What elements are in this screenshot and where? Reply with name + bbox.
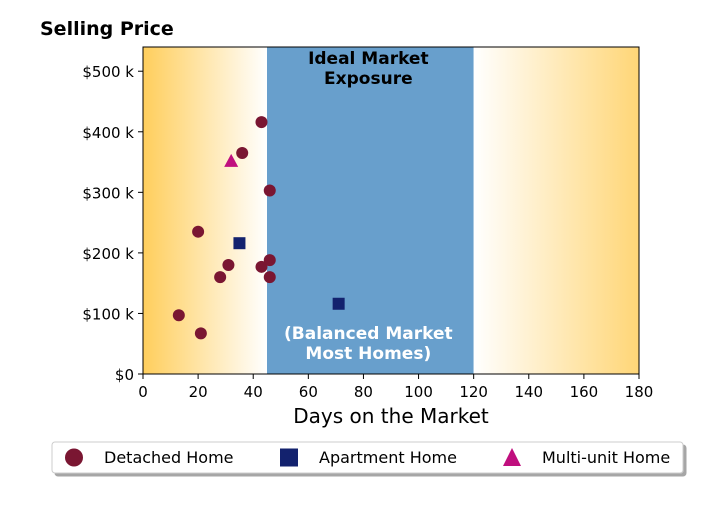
chart-title: Selling Price [40, 18, 174, 40]
band-top-label-line: Ideal Market [308, 49, 429, 69]
x-tick-label: 20 [189, 383, 208, 401]
plot-frame [142, 46, 640, 375]
y-tick-label: $500 k [82, 63, 134, 81]
x-tick-label: 160 [570, 383, 599, 401]
legend: Detached Home Apartment Home Multi-unit … [51, 441, 684, 474]
x-tick-label: 180 [625, 383, 654, 401]
x-axis-label: Days on the Market [293, 404, 489, 428]
legend-marker-multi-unit-home [503, 448, 521, 466]
point-multi-unit-home [224, 153, 239, 167]
region-ideal-exposure [267, 47, 474, 374]
region-slow-sale [473, 47, 639, 374]
x-tick-label: 120 [459, 383, 488, 401]
x-tick-label: 0 [138, 383, 148, 401]
point-detached-home [255, 116, 268, 129]
band-bottom-label-line: Most Homes) [305, 344, 431, 364]
point-detached-home [192, 225, 205, 238]
y-tick-label: $0 [115, 366, 134, 384]
x-tick-label: 140 [514, 383, 543, 401]
region-fast-sale [143, 47, 267, 374]
band-bottom-label-line: (Balanced Market [284, 324, 453, 344]
x-tick-label: 100 [404, 383, 433, 401]
point-detached-home [172, 309, 185, 322]
point-detached-home [194, 327, 207, 340]
x-tick-label: 80 [354, 383, 373, 401]
point-detached-home [263, 254, 276, 267]
point-detached-home [214, 271, 227, 284]
legend-label-detached-home: Detached Home [104, 448, 234, 467]
point-detached-home [236, 146, 249, 159]
x-tick-label: 60 [299, 383, 318, 401]
point-apartment-home [332, 297, 345, 310]
x-tick-label: 40 [244, 383, 263, 401]
y-tick-label: $400 k [82, 124, 134, 142]
legend-marker-apartment-home [280, 448, 298, 467]
y-tick-label: $200 k [82, 245, 134, 263]
y-tick-label: $100 k [82, 305, 134, 323]
y-tick-label: $300 k [82, 184, 134, 202]
point-detached-home [263, 184, 276, 197]
legend-label-apartment-home: Apartment Home [319, 448, 457, 467]
legend-frame [51, 441, 684, 474]
point-detached-home [222, 259, 235, 271]
legend-marker-detached-home [65, 448, 83, 467]
band-top-label-line: Exposure [324, 69, 413, 89]
point-apartment-home [233, 237, 246, 250]
point-detached-home [255, 260, 268, 273]
point-detached-home [263, 271, 276, 284]
legend-label-multi-unit-home: Multi-unit Home [542, 448, 670, 467]
